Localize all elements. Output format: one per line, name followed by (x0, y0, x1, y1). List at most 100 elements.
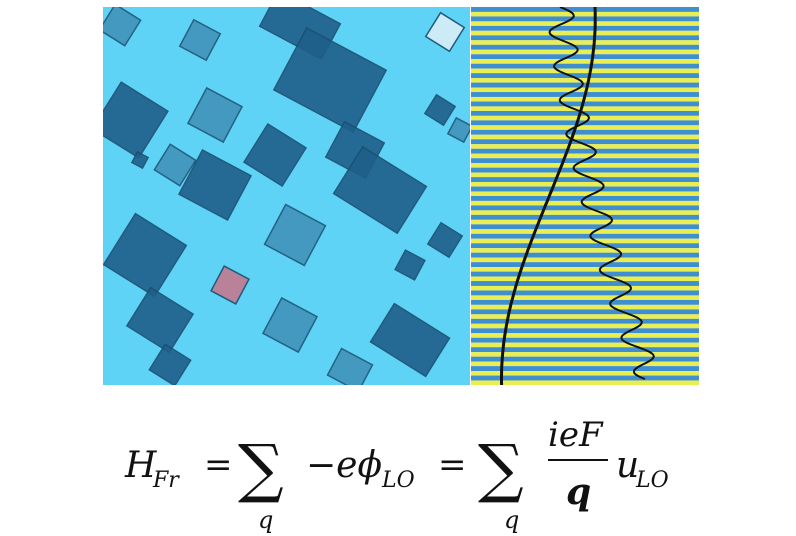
flake (446, 116, 470, 144)
stripe-yellow (471, 68, 699, 74)
stripe-blue (471, 82, 699, 88)
stripe-yellow (471, 314, 699, 319)
eq-equals-1: = (204, 445, 233, 485)
stripe-blue (471, 299, 699, 305)
stripe-yellow (471, 257, 699, 263)
stripe-yellow (471, 106, 699, 111)
stripe-blue (471, 16, 699, 22)
stripe-yellow (471, 11, 699, 17)
stripe-blue (471, 318, 699, 324)
flake (178, 18, 222, 62)
sum-index-2: q (504, 506, 519, 534)
sum-index-1: q (258, 506, 273, 534)
fraction-denominator: q (566, 471, 591, 513)
stripe-yellow (471, 21, 699, 26)
stripe-blue (471, 290, 699, 296)
flake (426, 221, 464, 259)
stripe-blue (471, 205, 699, 211)
stripe-blue (471, 233, 699, 239)
stripe-blue (471, 73, 699, 79)
flake (263, 203, 327, 267)
stripe-blue (471, 35, 699, 41)
stripe-yellow (471, 144, 699, 149)
flake (153, 143, 197, 187)
stripe-blue (471, 54, 699, 60)
eq-h: H (124, 445, 157, 486)
flake (186, 86, 244, 144)
stripe-blue (471, 309, 699, 315)
stripe-yellow (471, 59, 699, 64)
stripe-yellow (471, 304, 699, 310)
stripe-blue (471, 385, 699, 390)
stripe-yellow (471, 125, 699, 130)
flake (177, 149, 253, 221)
stripe-blue (471, 224, 699, 230)
flake-group (103, 7, 470, 385)
stripe-blue (471, 281, 699, 286)
stripe-yellow (471, 78, 699, 83)
stripe-blue (471, 356, 699, 362)
stripe-blue (471, 271, 699, 277)
stripe-blue (471, 44, 699, 50)
flake (103, 81, 169, 159)
oscillating-wave-curve (548, 7, 655, 380)
stripe-yellow (471, 30, 699, 36)
stripe-yellow (471, 40, 699, 45)
sum-symbol-1: ∑ (238, 432, 284, 506)
stripe-yellow (471, 182, 699, 187)
flake (394, 249, 426, 281)
stripe-yellow (471, 163, 699, 168)
eq-equals-2: = (438, 445, 467, 485)
stripe-blue (471, 328, 699, 334)
flake (103, 212, 188, 298)
stripe-yellow (471, 352, 699, 357)
stripe-yellow (471, 210, 699, 215)
stripe-blue (471, 63, 699, 69)
stripe-blue (471, 25, 699, 31)
eq-h-subscript: Fr (152, 468, 180, 493)
eq-u-subscript: LO (635, 468, 669, 493)
stripe-yellow (471, 49, 699, 55)
stripe-yellow (471, 295, 699, 300)
stripe-blue (471, 148, 699, 154)
stripe-yellow (471, 323, 699, 329)
flake (242, 122, 308, 188)
eq-u: u (616, 445, 639, 486)
stripe-yellow (471, 267, 699, 272)
flake (326, 347, 374, 385)
flake (272, 26, 388, 134)
stripe-blue (471, 262, 699, 268)
flake (369, 302, 451, 378)
hamiltonian-equation: H Fr = ∑ q −eϕ LO = ∑ q ieF q u LO (124, 415, 669, 534)
stripe-blue (471, 7, 699, 12)
micrograph-panel (103, 7, 470, 385)
stripe-blue (471, 101, 699, 107)
smooth-wave-curve (500, 7, 597, 385)
stripe-yellow (471, 285, 699, 291)
stripe-blue (471, 139, 699, 145)
flake (148, 343, 192, 385)
flake (125, 286, 195, 354)
stripe-yellow (471, 191, 699, 196)
stripe-blue (471, 375, 699, 381)
stripe-yellow (471, 276, 699, 282)
eq-phi-subscript: LO (381, 468, 415, 493)
stripe-yellow (471, 371, 699, 376)
stripe-yellow (471, 380, 699, 385)
stripe-yellow (471, 219, 699, 225)
flake (130, 150, 150, 170)
stripe-yellow (471, 390, 699, 395)
flake (261, 296, 319, 354)
fraction-numerator: ieF (548, 415, 604, 455)
flake (424, 11, 466, 53)
sum-symbol-2: ∑ (478, 432, 524, 506)
flake (103, 7, 142, 47)
flake (332, 145, 428, 235)
flake (210, 265, 250, 305)
stripe-yellow (471, 153, 699, 159)
stripe-blue (471, 167, 699, 173)
flake (423, 93, 457, 127)
stripe-yellow (471, 248, 699, 253)
lattice-panel (471, 7, 699, 395)
